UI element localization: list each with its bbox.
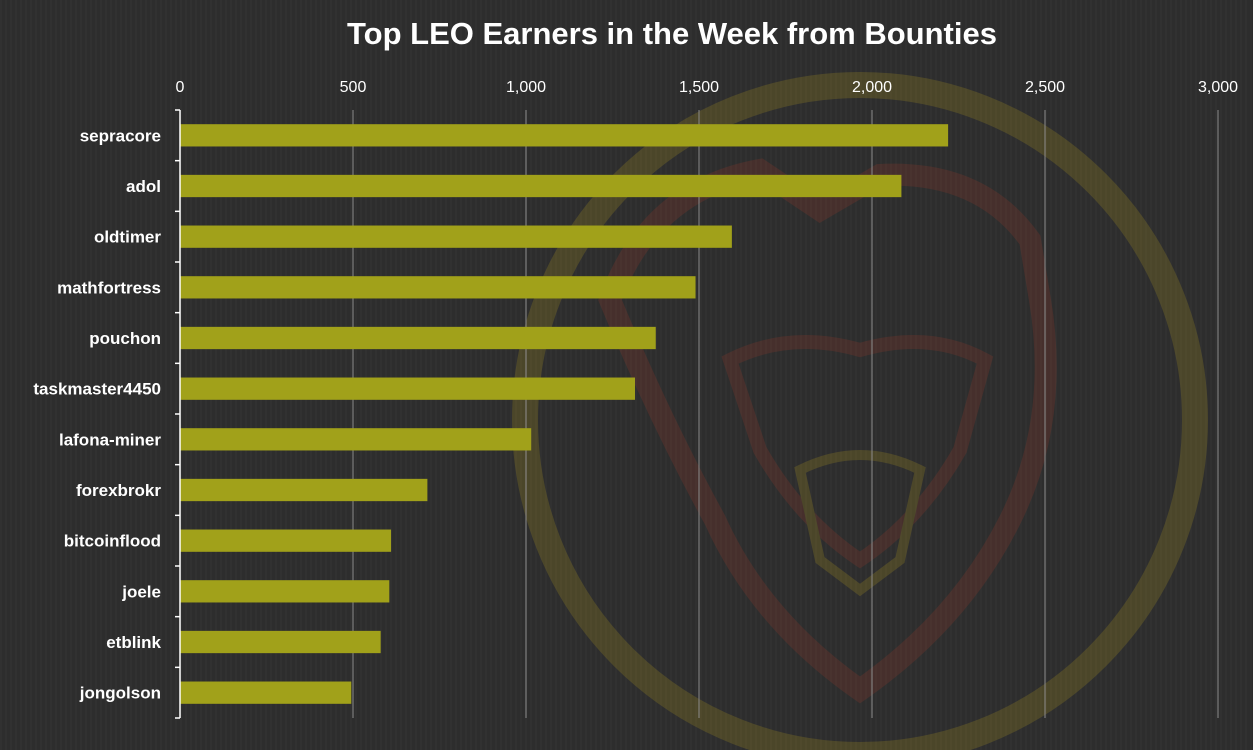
x-axis-tick-labels: 0 500 1,000 1,500 2,000 2,500 3,000 [176, 79, 1239, 96]
x-tick-label: 1,000 [506, 79, 546, 96]
x-tick-label: 1,500 [679, 79, 719, 96]
category-label: forexbrokr [76, 481, 161, 500]
category-label: bitcoinflood [64, 532, 161, 551]
x-tick-label: 2,500 [1025, 79, 1065, 96]
x-tick-label: 500 [340, 79, 367, 96]
y-axis-category-labels: sepracore adol oldtimer mathfortress pouchon… [33, 126, 161, 702]
bar [180, 580, 390, 603]
bar [180, 630, 381, 654]
bar [180, 377, 635, 400]
chart-title: Top LEO Earners in the Week from Bountie… [347, 16, 997, 51]
x-tick-label: 0 [176, 79, 185, 96]
bar [180, 124, 949, 147]
category-label: lafona-miner [59, 430, 161, 449]
bar [180, 681, 352, 704]
bar [180, 478, 428, 502]
bar [180, 326, 656, 350]
bar [180, 276, 696, 299]
gridlines [352, 110, 1219, 718]
x-tick-label: 2,000 [852, 79, 892, 96]
category-label: mathfortress [57, 278, 161, 297]
category-label: taskmaster4450 [33, 380, 161, 399]
bars [180, 124, 949, 704]
category-label: adol [126, 177, 161, 196]
category-label: pouchon [89, 329, 161, 348]
bar [180, 529, 392, 552]
category-label: oldtimer [94, 228, 161, 247]
x-tick-label: 3,000 [1198, 79, 1238, 96]
bar [180, 428, 532, 451]
category-label: joele [121, 582, 161, 601]
lion-watermark-icon [512, 72, 1208, 750]
bar [180, 174, 902, 198]
bar [180, 225, 732, 248]
category-label: etblink [106, 633, 161, 652]
y-axis [175, 109, 181, 719]
category-label: jongolson [79, 684, 161, 703]
category-label: sepracore [80, 126, 161, 145]
